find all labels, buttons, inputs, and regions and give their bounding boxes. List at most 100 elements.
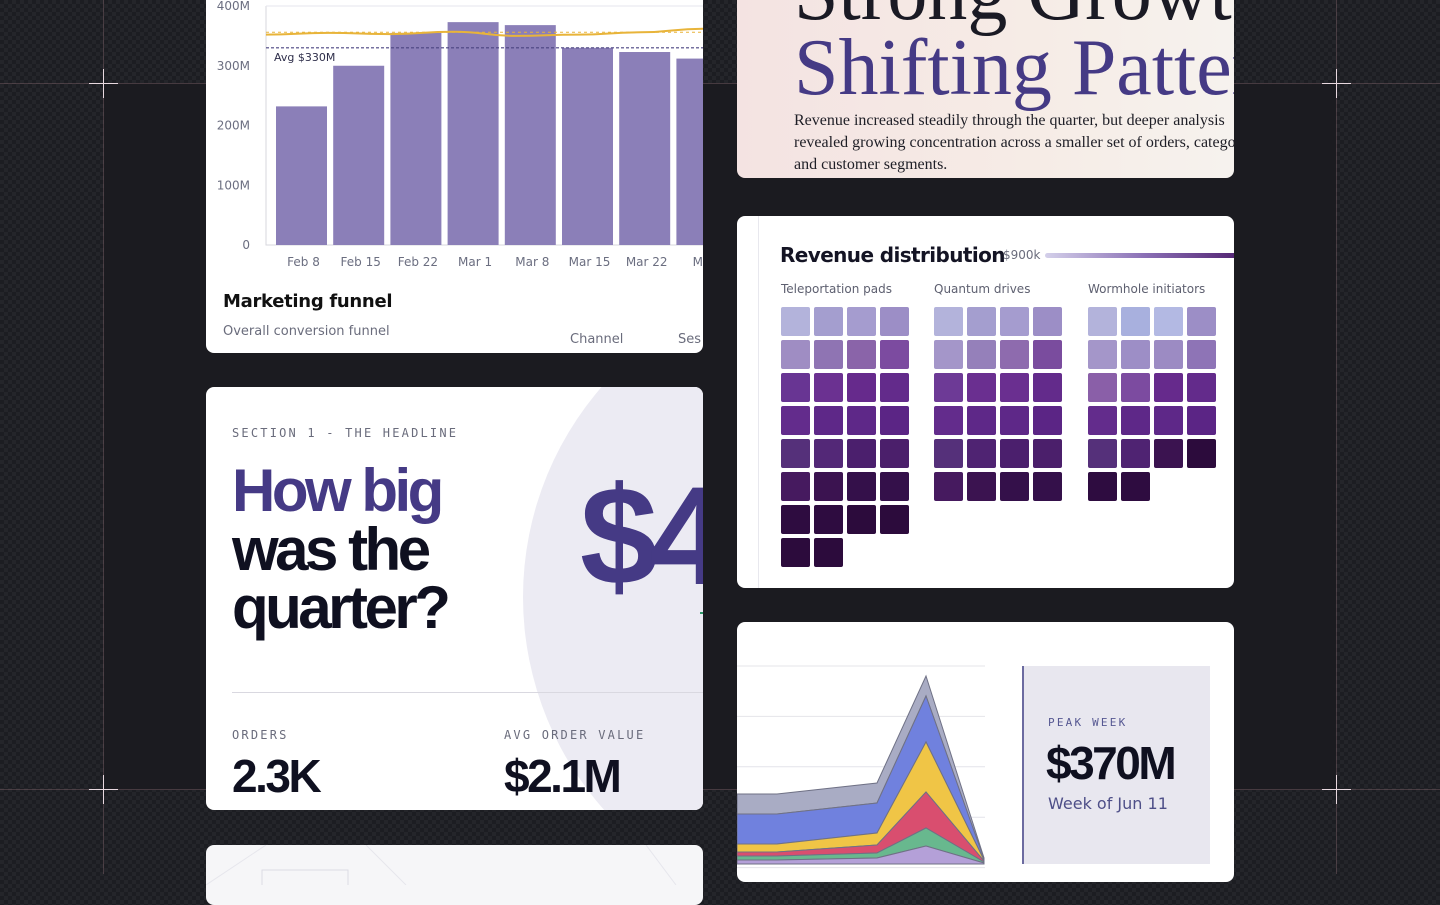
revenue-bar[interactable]	[562, 47, 613, 246]
peak-week-card[interactable]: PEAK WEEK $370M Week of Jun 11	[737, 622, 1234, 882]
waffle-cell[interactable]	[1033, 439, 1062, 468]
waffle-cell[interactable]	[1033, 340, 1062, 369]
waffle-cell[interactable]	[781, 472, 810, 501]
waffle-cell[interactable]	[880, 472, 909, 501]
waffle-cell[interactable]	[1121, 340, 1150, 369]
waffle-cell[interactable]	[814, 406, 843, 435]
waffle-cell[interactable]	[781, 538, 810, 567]
revenue-bar[interactable]	[619, 52, 671, 245]
waffle-cell[interactable]	[1121, 439, 1150, 468]
waffle-cell[interactable]	[814, 307, 843, 336]
waffle-cell[interactable]	[880, 439, 909, 468]
waffle-cell[interactable]	[1000, 373, 1029, 402]
waffle-cell[interactable]	[847, 505, 876, 534]
waffle-cell[interactable]	[1187, 373, 1216, 402]
waffle-cell[interactable]	[814, 439, 843, 468]
waffle-cell[interactable]	[847, 307, 876, 336]
group-label-wormhole: Wormhole initiators	[1088, 282, 1206, 296]
waffle-cell[interactable]	[814, 373, 843, 402]
waffle-cell[interactable]	[814, 505, 843, 534]
waffle-cell[interactable]	[1154, 439, 1183, 468]
waffle-cell[interactable]	[934, 373, 963, 402]
waffle-cell[interactable]	[1033, 373, 1062, 402]
peak-week-callout: PEAK WEEK $370M Week of Jun 11	[1022, 666, 1210, 864]
waffle-cell[interactable]	[1154, 307, 1183, 336]
waffle-cell[interactable]	[880, 406, 909, 435]
waffle-cell[interactable]	[934, 406, 963, 435]
waffle-cell[interactable]	[967, 439, 996, 468]
waffle-cell[interactable]	[967, 406, 996, 435]
waffle-cell[interactable]	[1121, 373, 1150, 402]
waffle-cell[interactable]	[847, 439, 876, 468]
waffle-cell[interactable]	[880, 340, 909, 369]
waffle-cell[interactable]	[1000, 439, 1029, 468]
waffle-cell[interactable]	[1000, 307, 1029, 336]
waffle-cell[interactable]	[967, 472, 996, 501]
waffle-cell[interactable]	[934, 439, 963, 468]
revenue-bar[interactable]	[504, 25, 556, 246]
revenue-bar[interactable]	[676, 58, 703, 245]
waffle-cell[interactable]	[1187, 406, 1216, 435]
waffle-cell[interactable]	[847, 472, 876, 501]
revenue-bar[interactable]	[276, 106, 327, 245]
waffle-cell[interactable]	[1121, 307, 1150, 336]
waffle-cell[interactable]	[934, 340, 963, 369]
waffle-cell[interactable]	[814, 472, 843, 501]
waffle-cell[interactable]	[880, 505, 909, 534]
waffle-cell[interactable]	[967, 307, 996, 336]
x-tick-label: Mar 22	[626, 255, 668, 269]
waffle-cell[interactable]	[1033, 472, 1062, 501]
waffle-cell[interactable]	[1088, 373, 1117, 402]
waffle-cell[interactable]	[1000, 472, 1029, 501]
headline-card[interactable]: SECTION 1 - THE HEADLINE How big was the…	[206, 387, 703, 810]
waffle-cell[interactable]	[781, 307, 810, 336]
waffle-cell[interactable]	[934, 307, 963, 336]
waffle-cell[interactable]	[880, 307, 909, 336]
waffle-cell[interactable]	[1000, 406, 1029, 435]
waffle-cell[interactable]	[1088, 406, 1117, 435]
waffle-cell[interactable]	[781, 439, 810, 468]
waffle-cell[interactable]	[1088, 439, 1117, 468]
revenue-chart-card[interactable]: 400M 300M 200M 100M 0 Feb 8 Feb 15 Feb 22 Mar 1 M…	[206, 0, 703, 353]
waffle-cell[interactable]	[1121, 472, 1150, 501]
waffle-cell[interactable]	[967, 373, 996, 402]
x-tick-label: Feb 22	[398, 255, 438, 269]
hero-number: $4	[580, 457, 703, 614]
waffle-cell[interactable]	[880, 373, 909, 402]
revenue-bar-chart: 400M 300M 200M 100M 0 Feb 8 Feb 15 Feb 22 Mar 1 M…	[217, 0, 703, 269]
waffle-cell[interactable]	[1000, 340, 1029, 369]
waffle-cell[interactable]	[781, 505, 810, 534]
waffle-cell[interactable]	[1088, 340, 1117, 369]
waffle-cell[interactable]	[1033, 406, 1062, 435]
area-series[interactable]	[737, 845, 985, 865]
waffle-cell[interactable]	[847, 373, 876, 402]
column-header-sessions[interactable]: Ses	[678, 332, 702, 347]
waffle-cell[interactable]	[1154, 340, 1183, 369]
waffle-cell[interactable]	[1088, 472, 1117, 501]
waffle-cell[interactable]	[1187, 439, 1216, 468]
waffle-cell[interactable]	[1187, 307, 1216, 336]
waffle-cell[interactable]	[1088, 307, 1117, 336]
waffle-cell[interactable]	[967, 340, 996, 369]
waffle-cell[interactable]	[781, 373, 810, 402]
waffle-cell[interactable]	[847, 406, 876, 435]
waffle-cell[interactable]	[847, 340, 876, 369]
waffle-cell[interactable]	[781, 340, 810, 369]
waffle-cell[interactable]	[781, 406, 810, 435]
story-card[interactable]: Strong Growt Shifting Patter Revenue inc…	[737, 0, 1234, 178]
column-header-channel[interactable]: Channel	[570, 332, 624, 347]
waffle-cell[interactable]	[934, 472, 963, 501]
waffle-cell[interactable]	[1187, 340, 1216, 369]
waffle-cell[interactable]	[1121, 406, 1150, 435]
waffle-cell[interactable]	[1154, 373, 1183, 402]
waffle-cell[interactable]	[1033, 307, 1062, 336]
crosshair-marker	[1322, 775, 1351, 804]
preview-card[interactable]	[206, 845, 703, 905]
waffle-cell[interactable]	[814, 538, 843, 567]
waffle-cell[interactable]	[814, 340, 843, 369]
waffle-cell[interactable]	[1154, 406, 1183, 435]
revenue-bar[interactable]	[390, 32, 442, 246]
revenue-bar[interactable]	[333, 65, 385, 245]
revenue-distribution-card[interactable]: Revenue distribution $900k Teleportation…	[737, 216, 1234, 588]
revenue-bar[interactable]	[447, 22, 499, 245]
